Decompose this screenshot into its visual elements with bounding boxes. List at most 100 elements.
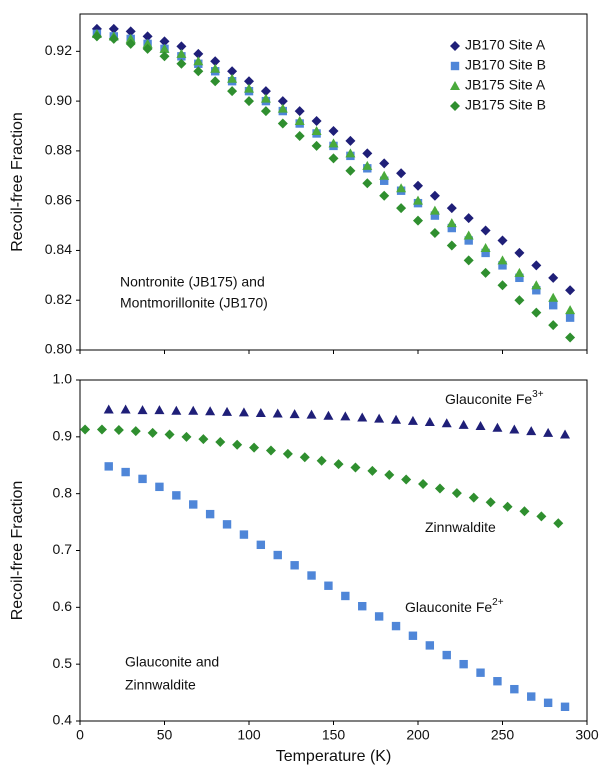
marker-diamond: [480, 225, 491, 236]
marker-diamond: [277, 118, 288, 129]
y-tick-label: 0.8: [53, 484, 73, 500]
marker-diamond: [463, 255, 474, 266]
marker-diamond: [468, 492, 479, 503]
marker-square: [380, 176, 389, 185]
marker-diamond: [463, 213, 474, 224]
marker-triangle: [526, 426, 537, 436]
marker-diamond: [164, 429, 175, 440]
marker-triangle: [227, 73, 238, 83]
marker-diamond: [531, 260, 542, 271]
marker-diamond: [413, 215, 423, 226]
marker-diamond: [181, 431, 192, 442]
marker-triangle: [222, 406, 233, 416]
x-tick-label: 0: [76, 727, 84, 743]
legend-marker: [450, 61, 460, 71]
marker-diamond: [362, 178, 373, 189]
marker-square: [121, 467, 130, 477]
marker-diamond: [367, 465, 378, 476]
marker-square: [549, 301, 558, 310]
annotation: Nontronite (JB175) and: [120, 274, 265, 290]
marker-triangle: [407, 415, 418, 425]
marker-square: [104, 462, 113, 471]
y-axis-title: Recoil-free Fraction: [9, 481, 26, 621]
annotation: Glauconite and: [125, 654, 219, 670]
marker-triangle: [311, 125, 322, 135]
marker-triangle: [277, 103, 288, 113]
marker-diamond: [249, 442, 260, 453]
marker-diamond: [553, 518, 564, 529]
legend-marker: [450, 101, 460, 111]
marker-triangle: [424, 417, 435, 427]
marker-triangle: [120, 404, 131, 414]
marker-diamond: [299, 452, 310, 463]
marker-diamond: [345, 135, 356, 146]
marker-triangle: [543, 427, 554, 437]
marker-triangle: [531, 280, 542, 290]
marker-triangle: [125, 33, 136, 43]
marker-diamond: [536, 511, 547, 522]
marker-square: [532, 286, 541, 295]
legend-label: JB175 Site B: [465, 97, 546, 113]
marker-diamond: [244, 96, 254, 107]
marker-diamond: [91, 31, 102, 42]
marker-diamond: [215, 436, 226, 447]
marker-triangle: [260, 93, 271, 103]
marker-triangle: [379, 170, 390, 180]
marker-diamond: [429, 228, 440, 239]
marker-diamond: [413, 180, 423, 191]
marker-diamond: [311, 116, 322, 127]
marker-triangle: [396, 183, 407, 193]
marker-diamond: [198, 434, 209, 445]
y-axis-title: Recoil-free Fraction: [9, 112, 26, 252]
marker-triangle: [514, 267, 525, 277]
x-tick-label: 50: [157, 727, 173, 743]
series-label-name: Glauconite Fe: [445, 391, 532, 407]
marker-triangle: [289, 409, 300, 419]
marker-triangle: [374, 413, 385, 423]
marker-diamond: [434, 483, 445, 494]
marker-diamond: [193, 48, 204, 59]
legend-marker: [450, 81, 460, 90]
marker-diamond: [294, 130, 305, 141]
marker-diamond: [328, 125, 339, 136]
y-tick-label: 0.88: [45, 142, 72, 158]
marker-diamond: [345, 165, 356, 176]
marker-diamond: [125, 26, 136, 37]
marker-diamond: [142, 43, 153, 54]
marker-diamond: [96, 424, 107, 435]
marker-diamond: [311, 140, 322, 151]
marker-square: [464, 236, 473, 245]
marker-triangle: [238, 407, 249, 417]
y-tick-label: 0.92: [45, 42, 72, 58]
marker-diamond: [328, 153, 339, 164]
marker-triangle: [159, 43, 170, 53]
marker-diamond: [379, 190, 390, 201]
marker-triangle: [272, 408, 283, 418]
marker-square: [459, 659, 468, 669]
marker-diamond: [396, 203, 407, 214]
marker-triangle: [323, 410, 334, 420]
marker-square: [543, 698, 553, 708]
legend-marker: [450, 41, 460, 51]
y-tick-label: 0.84: [45, 241, 72, 257]
marker-diamond: [265, 445, 276, 456]
series-label: Zinnwaldite: [425, 519, 496, 535]
marker-diamond: [502, 501, 513, 512]
x-tick-label: 150: [322, 727, 346, 743]
marker-square: [374, 612, 384, 621]
series-label-name: Zinnwaldite: [425, 519, 496, 535]
x-tick-label: 300: [575, 727, 599, 743]
y-tick-label: 0.86: [45, 191, 72, 207]
marker-diamond: [176, 58, 187, 69]
y-tick-label: 0.82: [45, 291, 72, 307]
marker-diamond: [350, 462, 361, 473]
x-tick-label: 200: [406, 727, 430, 743]
y-tick-label: 0.90: [45, 92, 72, 108]
marker-square: [155, 482, 164, 492]
marker-triangle: [463, 230, 474, 240]
marker-diamond: [514, 247, 525, 258]
marker-diamond: [519, 506, 530, 517]
marker-square: [481, 248, 490, 258]
marker-triangle: [142, 38, 153, 48]
